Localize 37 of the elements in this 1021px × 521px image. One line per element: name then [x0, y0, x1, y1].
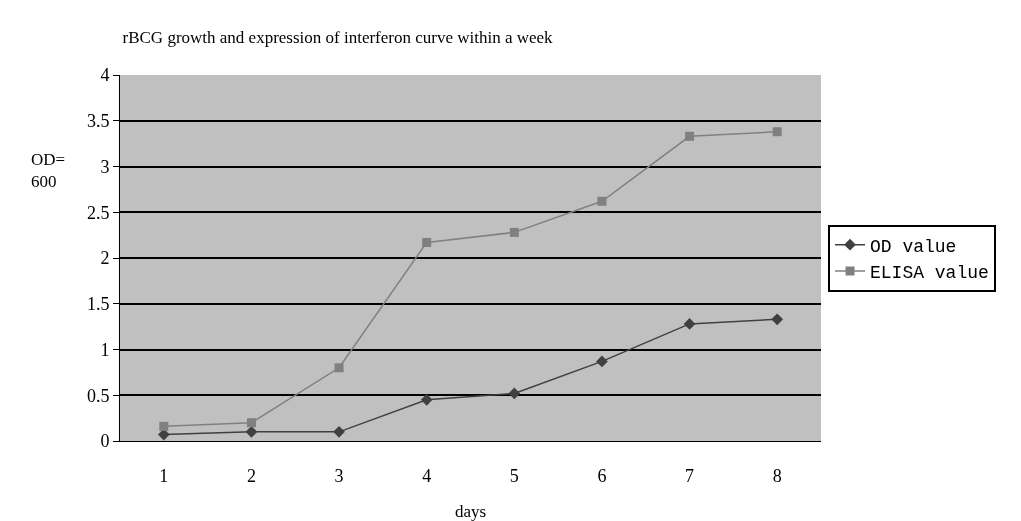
y-tick-label: 0.5: [86, 385, 110, 406]
point: [420, 393, 433, 406]
point: [772, 127, 782, 137]
x-tick-label: 3: [334, 465, 344, 486]
legend-label: OD value: [870, 236, 957, 257]
y-axis-title: OD= 600: [31, 150, 66, 192]
point: [683, 318, 696, 330]
x-tick-label: 7: [685, 465, 695, 486]
point: [333, 426, 345, 438]
y-tick-label: 2: [100, 248, 110, 269]
point: [597, 196, 607, 206]
y-tick-label: 4: [100, 65, 110, 86]
x-tick-label: 4: [422, 465, 432, 486]
x-axis-title: days: [454, 502, 487, 521]
point: [508, 387, 521, 400]
point: [771, 313, 784, 326]
x-tick-label: 5: [509, 465, 519, 486]
point: [159, 421, 169, 431]
point: [596, 355, 608, 368]
point: [422, 237, 432, 247]
point: [509, 227, 519, 237]
x-tick-label: 2: [246, 465, 256, 486]
y-tick-label: 1: [100, 339, 110, 360]
y-tick-label: 1.5: [86, 294, 110, 315]
y-tick-label: 0: [100, 431, 110, 452]
y-tick-label: 2.5: [86, 202, 110, 223]
chart-title: rBCG growth and expression of interferon curve within a week: [122, 28, 554, 48]
point: [685, 131, 695, 141]
point: [245, 426, 258, 438]
point: [334, 363, 344, 373]
y-tick-label: 3: [100, 156, 110, 177]
x-tick-label: 1: [159, 465, 169, 486]
x-tick-label: 8: [772, 465, 782, 486]
point: [246, 418, 256, 428]
y-tick-label: 3.5: [86, 111, 110, 132]
legend-label: ELISA value: [870, 263, 989, 284]
x-tick-label: 6: [597, 465, 607, 486]
